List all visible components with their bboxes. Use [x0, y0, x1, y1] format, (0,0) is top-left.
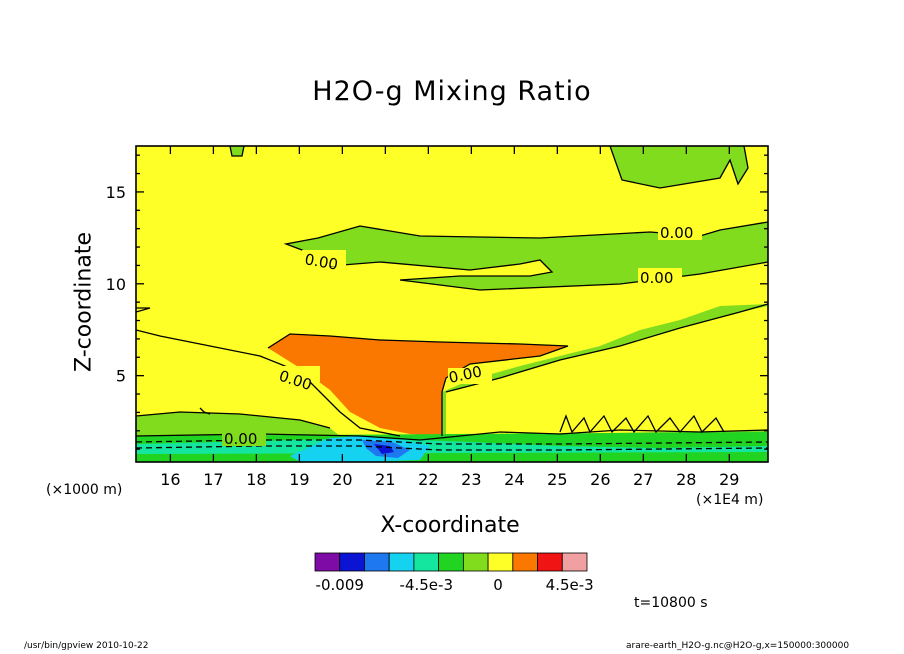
x-tick-label: 22 — [418, 470, 438, 489]
x-tick-label: 24 — [504, 470, 524, 489]
region-lower-yellow — [446, 306, 768, 436]
contour-line — [609, 146, 749, 189]
contour-line — [283, 221, 768, 291]
contour-label-bg — [302, 250, 346, 266]
x-tick-label: 25 — [547, 470, 567, 489]
x-tick-label: 26 — [590, 470, 610, 489]
colorbar-swatch — [339, 552, 365, 572]
colorbar-swatch — [413, 552, 440, 572]
contour-line — [229, 146, 245, 157]
contour-label-bg — [658, 224, 702, 240]
colorbar-tick-label: 0 — [493, 576, 503, 594]
contour-line — [136, 429, 768, 441]
contour-line — [267, 333, 569, 436]
contour-line — [199, 407, 211, 415]
x-tick-label: 20 — [332, 470, 352, 489]
contour-label-bg — [638, 268, 682, 284]
region-orange-plume — [268, 334, 568, 436]
colorbar-swatch — [537, 552, 563, 572]
x-tick-label: 23 — [461, 470, 481, 489]
x-tick-label: 21 — [375, 470, 395, 489]
time-label: t=10800 s — [634, 595, 708, 611]
colorbar-swatch — [462, 552, 489, 572]
x-axis-label: X-coordinate — [380, 513, 520, 538]
contour-line — [559, 414, 725, 434]
plot-frame — [135, 145, 769, 463]
contour-label-bg — [222, 430, 266, 446]
colorbar-tick-label: -0.009 — [316, 576, 364, 594]
colorbar-swatch — [364, 552, 390, 572]
contour-label-layer: 0.00 0.00 0.00 0.00 0.00 0.00 — [222, 224, 702, 448]
colorbar-tick-label: 4.5e-3 — [546, 576, 594, 594]
contour-label: 0.00 — [660, 224, 693, 242]
contour-label: 0.00 — [640, 269, 673, 287]
x-tick-label: 16 — [160, 470, 180, 489]
contour-line — [445, 303, 768, 393]
contour-line — [136, 307, 151, 313]
x-unit-label-right: (×1E4 m) — [696, 492, 764, 508]
colorbar-tick-label: -4.5e-3 — [400, 576, 453, 594]
contour-line — [136, 445, 768, 451]
contour-label-bg — [448, 368, 492, 384]
contour-label-bg — [276, 366, 320, 382]
contour-line — [136, 411, 331, 429]
y-tick-label: 5 — [116, 367, 126, 386]
y-axis: 5 10 15 — [106, 154, 768, 450]
footer-right-text: arare-earth_H2O-g.nc@H2O-g,x=150000:3000… — [626, 641, 850, 651]
colorbar-swatch — [314, 552, 341, 572]
x-tick-label: 27 — [633, 470, 653, 489]
x-tick-label: 17 — [203, 470, 223, 489]
contour-label: 0.00 — [303, 250, 339, 274]
contour-fill-layer — [136, 146, 768, 462]
colorbar-swatch — [512, 552, 538, 572]
x-tick-label: 19 — [289, 470, 309, 489]
chart-title: H2O-g Mixing Ratio — [312, 76, 592, 107]
colorbar-swatch — [438, 552, 464, 572]
x-tick-label: 28 — [676, 470, 696, 489]
footer-left-text: /usr/bin/gpview 2010-10-22 — [24, 641, 149, 651]
y-axis-label: Z-coordinate — [71, 232, 97, 372]
colorbar-swatch — [561, 552, 588, 572]
x-unit-label-left: (×1000 m) — [46, 482, 123, 498]
y-tick-label: 15 — [106, 183, 126, 202]
colorbar: -0.009 -4.5e-3 0 4.5e-3 — [314, 552, 594, 594]
y-tick-label: 10 — [106, 275, 126, 294]
x-tick-label: 29 — [719, 470, 739, 489]
x-axis: 16 17 18 19 20 21 22 23 24 25 26 27 28 29 — [160, 146, 739, 489]
colorbar-swatch — [487, 552, 514, 572]
contour-label: 0.00 — [224, 430, 257, 448]
x-tick-label: 18 — [246, 470, 266, 489]
colorbar-swatch — [388, 552, 415, 572]
